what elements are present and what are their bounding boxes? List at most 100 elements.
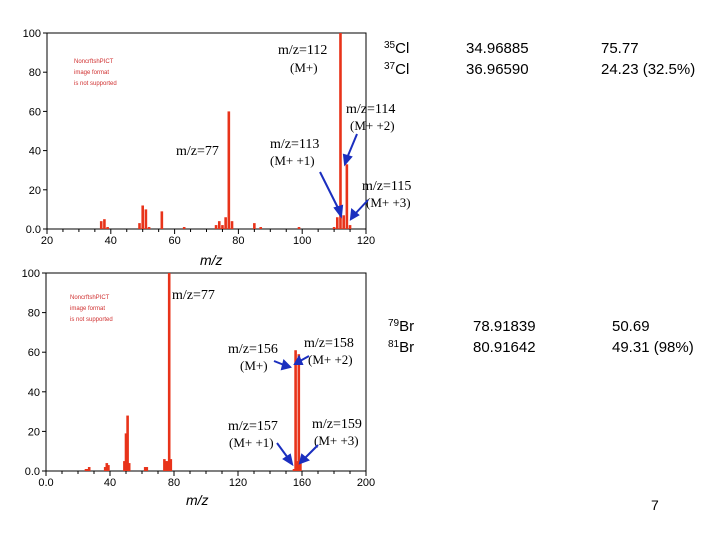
bottom-y-axis: 0.0 20 40 60 80 100 bbox=[22, 268, 46, 478]
peak-bar bbox=[86, 469, 89, 471]
isotope-label: 37Cl bbox=[384, 61, 409, 78]
annotation-line: m/z=115 bbox=[362, 179, 411, 194]
x-tick-label: 100 bbox=[293, 235, 311, 247]
peak-bar bbox=[99, 221, 103, 229]
peak-bar bbox=[141, 205, 144, 229]
y-tick-label: 80 bbox=[29, 67, 41, 79]
peak-bar bbox=[292, 469, 296, 471]
peak-bar bbox=[126, 415, 129, 471]
x-tick-label: 200 bbox=[357, 477, 375, 489]
isotope-abundance: 50.69 bbox=[612, 318, 650, 335]
annotation-line: m/z=77 bbox=[172, 288, 215, 303]
bottom-x-axis: 0.0 40 80 120 160 200 bbox=[38, 471, 375, 489]
peak-bar bbox=[107, 465, 110, 471]
peak-bar bbox=[297, 227, 301, 229]
peak-bar bbox=[87, 467, 91, 471]
annotation-line: m/z=157 bbox=[228, 419, 278, 434]
watermark-line: is not supported bbox=[70, 317, 113, 323]
isotope-abundance: 24.23 (32.5%) bbox=[601, 61, 695, 78]
top-peaks bbox=[99, 33, 352, 229]
peak-bar bbox=[166, 461, 169, 471]
y-tick-label: 0.0 bbox=[26, 224, 41, 236]
annotation-line: (M+ +3) bbox=[366, 195, 411, 210]
watermark-line: NoncrftshPICT bbox=[70, 295, 110, 301]
arrow-113 bbox=[319, 171, 340, 211]
peak-bar bbox=[164, 461, 168, 471]
y-tick-label: 100 bbox=[23, 28, 41, 40]
x-tick-label: 120 bbox=[357, 235, 375, 247]
peak-bar bbox=[160, 211, 164, 229]
annotation-line: (M+) bbox=[290, 60, 318, 75]
peak-bar bbox=[103, 467, 107, 471]
page-number: 7 bbox=[651, 497, 659, 513]
x-tick-label: 120 bbox=[229, 477, 247, 489]
peak-bar bbox=[227, 111, 231, 229]
x-tick-label: 40 bbox=[104, 477, 116, 489]
peak-bar bbox=[214, 225, 218, 229]
annotation-line: m/z=156 bbox=[228, 342, 278, 357]
y-tick-label: 40 bbox=[29, 146, 41, 158]
peak-bar bbox=[224, 217, 227, 229]
peak-bar bbox=[295, 461, 299, 471]
arrow-114 bbox=[346, 133, 358, 159]
top-x-axis: 20 40 60 80 100 120 bbox=[41, 229, 375, 247]
x-tick-label: 80 bbox=[232, 235, 244, 247]
peak-bar bbox=[217, 221, 221, 229]
peak-bar bbox=[259, 227, 263, 229]
peak-bar bbox=[84, 469, 88, 471]
arrow-head bbox=[342, 153, 353, 167]
isotope-label: 81Br bbox=[388, 339, 414, 356]
annotation-line: (M+ +1) bbox=[229, 435, 274, 450]
peak-bar bbox=[294, 350, 297, 471]
peak-bar bbox=[106, 227, 109, 229]
arrow-head bbox=[280, 359, 292, 371]
chlorine-isotope-table: 35Cl 37Cl 34.96885 36.96590 75.77 24.23 … bbox=[384, 40, 695, 78]
peak-bar bbox=[335, 217, 339, 229]
peak-bar bbox=[127, 463, 131, 471]
arrow-115 bbox=[354, 199, 369, 215]
arrow-158 bbox=[299, 355, 310, 362]
x-tick-label: 60 bbox=[168, 235, 180, 247]
peak-bar bbox=[345, 164, 349, 229]
peak-bar bbox=[145, 467, 149, 471]
watermark-line: is not supported bbox=[74, 81, 117, 87]
x-tick-label: 40 bbox=[105, 235, 117, 247]
peak-bar bbox=[348, 225, 352, 229]
annotation-line: (M+ +3) bbox=[314, 433, 359, 448]
arrow-157 bbox=[276, 442, 289, 459]
annotation-line: m/z=158 bbox=[304, 336, 354, 351]
isotope-label: 35Cl bbox=[384, 40, 409, 57]
isotope-mass: 80.91642 bbox=[473, 339, 536, 356]
peak-bar bbox=[169, 459, 173, 471]
top-x-axis-label: m/z bbox=[200, 252, 223, 268]
arrow-159 bbox=[304, 444, 319, 459]
peak-bar bbox=[138, 223, 141, 229]
y-tick-label: 40 bbox=[28, 387, 40, 399]
peak-bar bbox=[163, 459, 166, 471]
isotope-mass: 36.96590 bbox=[466, 61, 529, 78]
bromine-isotope-table: 79Br 81Br 78.91839 80.91642 50.69 49.31 … bbox=[388, 318, 694, 356]
peak-bar bbox=[105, 463, 109, 471]
arrow-head bbox=[293, 354, 304, 365]
x-tick-label: 80 bbox=[168, 477, 180, 489]
x-tick-label: 160 bbox=[293, 477, 311, 489]
peak-bar bbox=[147, 227, 151, 229]
y-tick-label: 0.0 bbox=[25, 466, 40, 478]
peak-bar bbox=[143, 467, 147, 471]
annotation-line: m/z=114 bbox=[346, 102, 395, 117]
annotation-line: (M+ +2) bbox=[308, 352, 353, 367]
arrow-head bbox=[298, 453, 310, 465]
annotation-line: (M+ +1) bbox=[270, 153, 315, 168]
bottom-spectrum: 0.0 20 40 60 80 100 0.0 40 80 120 160 200 Noncrfts… bbox=[22, 268, 376, 508]
peak-bar bbox=[144, 209, 148, 229]
peak-bar bbox=[182, 227, 186, 229]
annotation-line: m/z=77 bbox=[176, 144, 219, 159]
y-tick-label: 80 bbox=[28, 308, 40, 320]
peak-bar bbox=[297, 354, 301, 471]
arrow-head bbox=[333, 204, 344, 219]
y-tick-label: 60 bbox=[29, 106, 41, 118]
annotation-line: m/z=113 bbox=[270, 137, 319, 152]
y-tick-label: 20 bbox=[28, 426, 40, 438]
